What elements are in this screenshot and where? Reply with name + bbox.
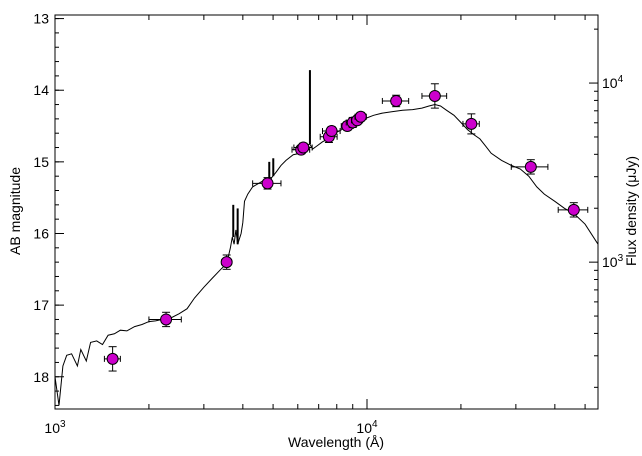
photometry-points — [103, 83, 589, 372]
data-point — [252, 177, 282, 190]
point-marker — [390, 94, 403, 107]
data-point — [321, 125, 341, 138]
data-point — [510, 159, 549, 175]
x-axis-title: Wavelength (Å) — [288, 434, 384, 450]
data-point — [148, 311, 182, 328]
data-point — [381, 94, 410, 108]
data-point — [354, 110, 367, 123]
point-marker — [261, 177, 274, 190]
point-marker — [465, 117, 478, 130]
y2-axis-title: Flux density (μJy) — [623, 156, 639, 266]
data-point — [462, 113, 480, 135]
point-marker — [106, 352, 119, 365]
point-marker — [297, 141, 310, 154]
point-marker — [220, 256, 233, 269]
model-spectrum — [55, 70, 598, 406]
plot-frame — [54, 14, 599, 410]
point-marker — [524, 160, 537, 173]
y-tick-label: 15 — [33, 154, 49, 170]
spectrum-line — [55, 103, 598, 406]
data-point — [103, 346, 121, 372]
x-tick-label: 103 — [44, 419, 66, 436]
axis-labels: Wavelength (Å) AB magnitude Flux density… — [7, 156, 639, 450]
y-tick-label: 16 — [33, 225, 49, 241]
x-tick-label: 104 — [356, 419, 378, 436]
data-point — [220, 254, 233, 270]
y2-tick-label: 103 — [602, 253, 624, 270]
axes: 103 104 13 14 15 16 17 18 104 103 — [33, 11, 623, 436]
point-marker — [354, 110, 367, 123]
data-point — [421, 83, 448, 109]
point-marker — [428, 89, 441, 102]
point-marker — [160, 313, 173, 326]
y-axis-title: AB magnitude — [7, 167, 23, 255]
point-marker — [325, 125, 338, 138]
point-marker — [567, 203, 580, 216]
y-tick-label: 17 — [33, 297, 49, 313]
data-point — [293, 141, 313, 154]
y-tick-label: 18 — [33, 369, 49, 385]
data-point — [557, 202, 589, 218]
y-tick-label: 14 — [33, 82, 49, 98]
y2-tick-label: 104 — [602, 74, 624, 91]
y-tick-label: 13 — [33, 11, 49, 27]
